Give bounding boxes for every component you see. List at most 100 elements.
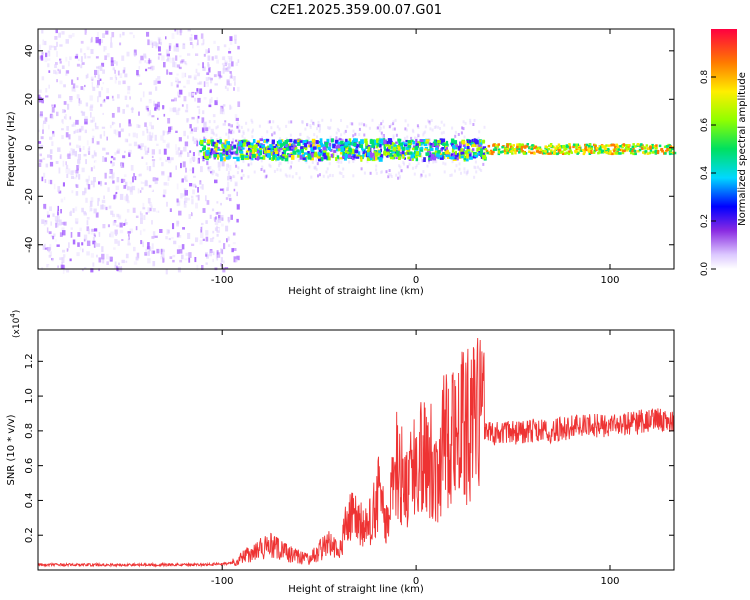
heatmap-cell-noise — [76, 165, 79, 171]
heatmap-cell-noise — [194, 170, 197, 176]
heatmap-cell-noise — [97, 74, 100, 80]
heatmap-cell-band — [479, 139, 482, 144]
heatmap-cell-noise — [118, 216, 121, 219]
heatmap-cell-band — [231, 141, 234, 144]
heatmap-cell-halo — [426, 154, 428, 158]
heatmap-cell-band — [252, 147, 256, 150]
heatmap-cell-noise — [61, 261, 64, 265]
heatmap-cell-noise — [196, 126, 199, 131]
heatmap-cell-halo — [310, 175, 313, 179]
heatmap-cell-noise — [127, 238, 130, 243]
heatmap-cell-noise — [178, 210, 182, 216]
heatmap-cell-noise — [139, 230, 142, 236]
heatmap-cell-band — [466, 154, 469, 159]
heatmap-cell-halo — [400, 169, 403, 173]
heatmap-cell-noise — [103, 46, 106, 52]
heatmap-cell-noise — [55, 161, 59, 164]
heatmap-cell-noise — [228, 128, 231, 134]
heatmap-cell-band — [344, 153, 348, 159]
y-tick-label: 0.8 — [24, 423, 35, 439]
heatmap-cell-band — [389, 156, 394, 160]
heatmap-cell-noise — [213, 74, 217, 78]
heatmap-cell-noise — [202, 39, 205, 45]
heatmap-cell-noise — [52, 132, 55, 137]
heatmap-cell-tone — [587, 145, 591, 148]
heatmap-cell-noise — [152, 261, 156, 267]
heatmap-cell-tone — [644, 150, 648, 153]
heatmap-cell-noise — [118, 131, 121, 138]
heatmap-cell-noise — [236, 125, 239, 129]
heatmap-cell-noise — [161, 55, 165, 61]
heatmap-cell-band — [297, 150, 302, 155]
heatmap-cell-noise — [197, 97, 201, 103]
heatmap-cell-halo — [336, 127, 339, 131]
heatmap-cell-noise — [98, 257, 102, 263]
heatmap-cell-noise — [161, 162, 164, 167]
heatmap-cell-halo — [234, 161, 237, 165]
colorbar: 0.00.20.40.60.8 Normalized spectral ampl… — [700, 29, 748, 276]
heatmap-cell-noise — [102, 224, 106, 229]
heatmap-cell-noise — [172, 57, 175, 62]
heatmap-cell-tone — [553, 152, 556, 155]
heatmap-cell-noise — [157, 131, 160, 134]
heatmap-cell-band — [340, 145, 345, 151]
heatmap-cell-halo — [377, 126, 380, 130]
heatmap-cell-noise — [215, 172, 218, 176]
heatmap-cell-noise — [65, 132, 69, 138]
heatmap-cell-noise — [44, 40, 47, 46]
heatmap-cell-noise — [215, 216, 218, 220]
heatmap-cell-tone — [590, 151, 593, 154]
heatmap-cell-noise — [65, 79, 68, 84]
heatmap-cell-noise — [84, 116, 88, 122]
heatmap-cell-noise — [81, 268, 84, 272]
heatmap-cell-band — [441, 147, 444, 150]
heatmap-cell-band — [303, 152, 308, 155]
colorbar-tick-label: 0.8 — [700, 70, 710, 85]
heatmap-cell-noise — [211, 32, 214, 35]
heatmap-cell-noise — [232, 232, 236, 236]
heatmap-cell-halo — [395, 173, 398, 177]
heatmap-cell-halo — [363, 133, 366, 137]
heatmap-cell-noise — [190, 204, 193, 208]
heatmap-cell-noise — [125, 253, 129, 259]
heatmap-cell-noise — [156, 248, 160, 254]
heatmap-cell-noise — [117, 148, 121, 151]
heatmap-cell-halo — [317, 142, 320, 146]
heatmap-cell-noise — [149, 135, 153, 141]
heatmap-cell-band — [223, 157, 226, 162]
heatmap-cell-band — [335, 149, 339, 152]
heatmap-cell-noise — [119, 193, 124, 200]
heatmap-cell-halo — [463, 167, 466, 171]
y-tick-label: 1.2 — [24, 353, 35, 369]
heatmap-cell-noise — [176, 64, 181, 68]
heatmap-cell-tone — [619, 152, 622, 155]
heatmap-cell-noise — [71, 86, 75, 92]
heatmap-cell-halo — [417, 133, 419, 137]
heatmap-cell-band — [217, 146, 220, 150]
heatmap-cell-noise — [121, 239, 124, 241]
heatmap-cell-halo — [227, 173, 230, 177]
heatmap-cell-halo — [415, 164, 418, 168]
heatmap-cell-noise — [173, 72, 176, 76]
heatmap-cell-noise — [181, 254, 184, 260]
heatmap-cell-noise — [55, 62, 58, 65]
heatmap-cell-band — [258, 147, 262, 150]
heatmap-cell-halo — [279, 162, 282, 166]
heatmap-cell-noise — [234, 184, 238, 191]
heatmap-cell-tone — [599, 145, 603, 149]
heatmap-cell-noise — [198, 224, 201, 230]
heatmap-cell-band — [360, 156, 363, 161]
heatmap-cell-band — [299, 155, 304, 160]
heatmap-cell-band — [246, 149, 250, 153]
heatmap-cell-noise — [234, 107, 236, 112]
heatmap-cell-halo — [338, 129, 340, 133]
heatmap-cell-noise — [102, 258, 105, 264]
heatmap-cell-noise — [136, 133, 138, 139]
heatmap-cell-band — [319, 144, 323, 148]
heatmap-cell-tone — [565, 147, 568, 151]
heatmap-cell-band — [410, 154, 414, 159]
heatmap-cell-band — [471, 149, 474, 153]
heatmap-cell-tone — [538, 151, 542, 154]
heatmap-cell-band — [446, 149, 449, 155]
heatmap-cell-halo — [287, 160, 290, 164]
